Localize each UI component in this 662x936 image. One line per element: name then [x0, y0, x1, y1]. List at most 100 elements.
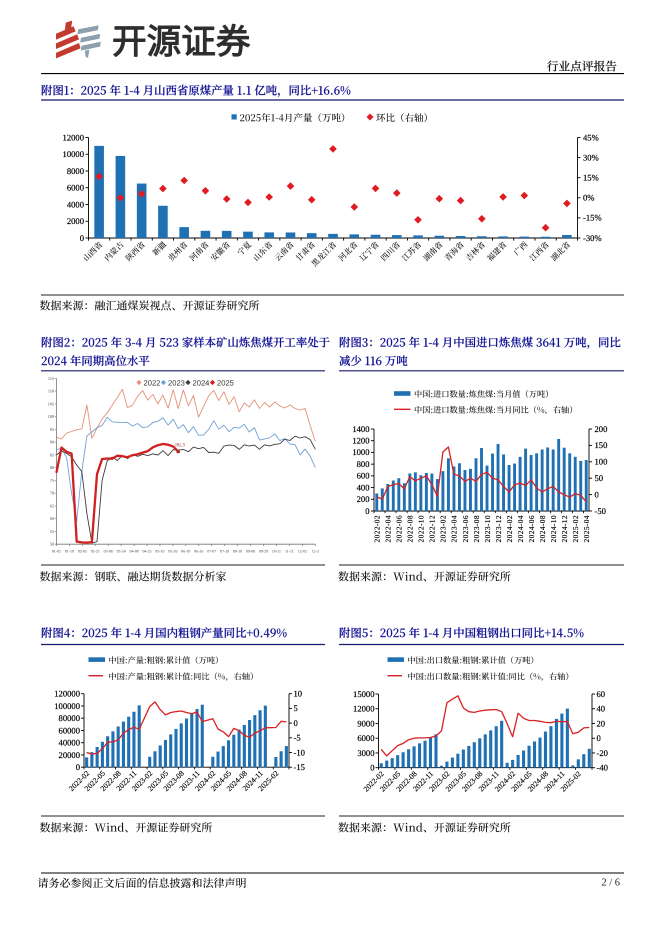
svg-text:100000: 100000	[54, 701, 80, 711]
svg-text:60000: 60000	[59, 725, 80, 735]
svg-text:60: 60	[597, 689, 606, 699]
svg-text:45%: 45%	[583, 132, 599, 142]
svg-text:0: 0	[365, 506, 369, 516]
svg-text:2 / 6: 2 / 6	[601, 878, 620, 889]
svg-text:03-08: 03-08	[104, 550, 113, 554]
svg-text:9000: 9000	[357, 718, 374, 728]
svg-text:2024-02: 2024-02	[505, 515, 514, 542]
svg-text:200: 200	[595, 424, 608, 434]
svg-text:09-08: 09-08	[246, 550, 255, 554]
svg-text:12-02: 12-02	[298, 550, 307, 554]
svg-text:60: 60	[50, 516, 54, 521]
svg-text:85: 85	[50, 452, 54, 457]
svg-text:-20: -20	[597, 748, 608, 758]
svg-text:40: 40	[597, 704, 606, 714]
svg-text:600: 600	[357, 471, 370, 481]
svg-text:50: 50	[595, 473, 604, 483]
svg-text:4000: 4000	[67, 199, 84, 209]
svg-text:-30%: -30%	[583, 233, 602, 243]
svg-text:06-10: 06-10	[181, 550, 190, 554]
svg-text:110: 110	[48, 389, 54, 394]
svg-text:120000: 120000	[54, 689, 80, 699]
svg-text:6000: 6000	[67, 183, 84, 193]
svg-text:2024: 2024	[193, 378, 210, 387]
svg-text:70: 70	[50, 491, 54, 496]
svg-text:2024-08: 2024-08	[538, 515, 547, 542]
svg-text:2022-02: 2022-02	[373, 515, 382, 542]
svg-text:2023: 2023	[168, 378, 185, 387]
svg-text:12000: 12000	[63, 132, 84, 142]
svg-text:02-05: 02-05	[78, 550, 87, 554]
svg-text:2024-06: 2024-06	[527, 515, 536, 542]
svg-text:100: 100	[595, 457, 608, 467]
svg-text:40000: 40000	[59, 738, 80, 748]
svg-text:86.3: 86.3	[175, 443, 185, 449]
svg-text:2022-08: 2022-08	[406, 515, 415, 542]
svg-text:2024-12: 2024-12	[560, 515, 569, 542]
svg-text:12000: 12000	[353, 704, 374, 714]
svg-text:-15%: -15%	[583, 213, 602, 223]
svg-text:0: 0	[595, 489, 599, 499]
svg-text:2025: 2025	[217, 378, 234, 387]
svg-text:75: 75	[50, 478, 54, 483]
svg-text:2022-06: 2022-06	[395, 515, 404, 542]
svg-text:2025-04: 2025-04	[582, 515, 591, 542]
svg-text:-15: -15	[294, 762, 305, 772]
svg-text:06-26: 06-26	[194, 550, 203, 554]
svg-text:6000: 6000	[357, 733, 374, 743]
svg-text:01-02: 01-02	[52, 550, 61, 554]
svg-text:3000: 3000	[357, 748, 374, 758]
svg-text:01-19: 01-19	[65, 550, 74, 554]
svg-text:800: 800	[357, 459, 370, 469]
svg-text:200: 200	[357, 494, 370, 504]
svg-text:1400: 1400	[352, 424, 369, 434]
svg-text:-10: -10	[294, 747, 305, 757]
svg-text:08-18: 08-18	[233, 550, 242, 554]
svg-text:10-21: 10-21	[272, 550, 281, 554]
svg-text:2023-12: 2023-12	[494, 515, 503, 542]
svg-text:1200: 1200	[352, 436, 369, 446]
svg-text:02-21: 02-21	[91, 550, 100, 554]
svg-text:-5: -5	[294, 733, 301, 743]
svg-text:0: 0	[80, 233, 84, 243]
svg-text:07-28: 07-28	[220, 550, 229, 554]
svg-text:15%: 15%	[583, 173, 599, 183]
svg-text:1000: 1000	[352, 447, 369, 457]
svg-text:55: 55	[50, 529, 54, 534]
svg-text:0: 0	[76, 762, 80, 772]
svg-text:2022-10: 2022-10	[417, 515, 426, 542]
svg-text:30%: 30%	[583, 152, 599, 162]
svg-text:10000: 10000	[63, 149, 84, 159]
svg-text:2022: 2022	[144, 378, 161, 387]
svg-text:5: 5	[294, 703, 298, 713]
svg-text:2022-04: 2022-04	[384, 515, 393, 542]
svg-text:09-29: 09-29	[259, 550, 268, 554]
svg-text:10: 10	[294, 689, 303, 699]
svg-text:0: 0	[294, 718, 298, 728]
svg-text:2023-02: 2023-02	[439, 515, 448, 542]
svg-text:105: 105	[48, 401, 54, 406]
svg-text:150: 150	[595, 440, 608, 450]
svg-text:400: 400	[357, 482, 370, 492]
svg-text:0: 0	[370, 763, 374, 773]
svg-text:90: 90	[50, 440, 54, 445]
svg-text:03-24: 03-24	[117, 550, 126, 554]
svg-text:05-10: 05-10	[155, 550, 164, 554]
svg-text:65: 65	[50, 503, 54, 508]
svg-text:80000: 80000	[59, 713, 80, 723]
svg-text:2023-06: 2023-06	[461, 515, 470, 542]
svg-text:8000: 8000	[67, 166, 84, 176]
svg-text:2025-02: 2025-02	[571, 515, 580, 542]
svg-text:0: 0	[597, 733, 601, 743]
svg-text:04-25: 04-25	[142, 550, 151, 554]
svg-text:11-11: 11-11	[285, 550, 294, 554]
svg-text:100: 100	[48, 414, 54, 419]
svg-text:2023-04: 2023-04	[450, 515, 459, 542]
svg-text:05-26: 05-26	[168, 550, 177, 554]
svg-text:95: 95	[50, 427, 54, 432]
svg-text:115: 115	[48, 376, 54, 381]
svg-text:2000: 2000	[67, 216, 84, 226]
svg-text:80: 80	[50, 465, 54, 470]
svg-text:12-2: 12-2	[312, 550, 319, 554]
svg-text:-50: -50	[595, 506, 606, 516]
